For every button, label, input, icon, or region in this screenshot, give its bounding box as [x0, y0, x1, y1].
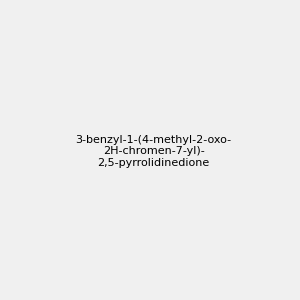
Text: 3-benzyl-1-(4-methyl-2-oxo-
2H-chromen-7-yl)-
2,5-pyrrolidinedione: 3-benzyl-1-(4-methyl-2-oxo- 2H-chromen-7…	[76, 135, 232, 168]
